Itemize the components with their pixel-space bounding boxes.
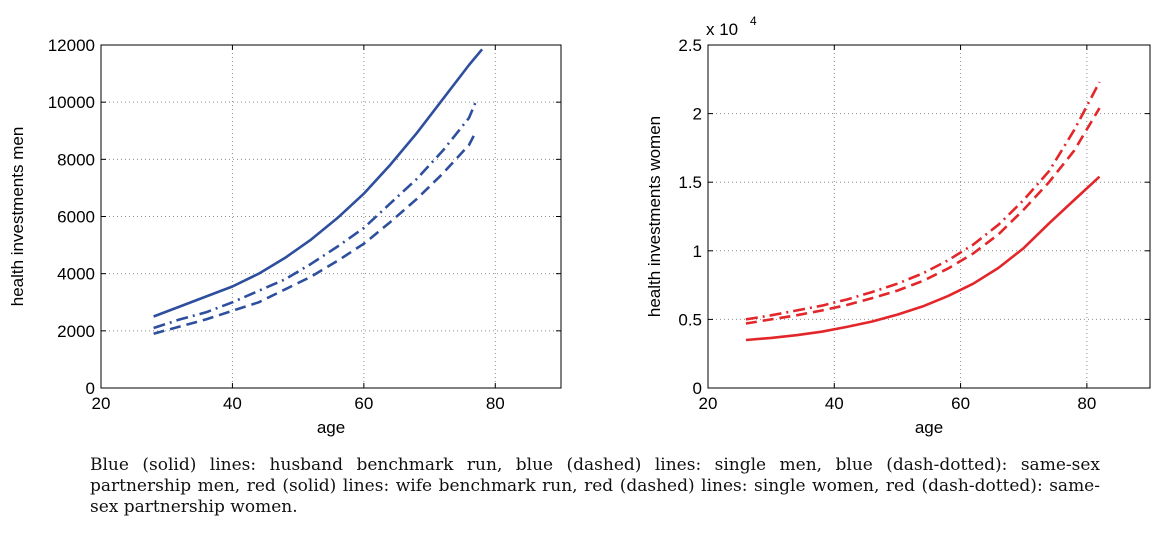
x-axis-label: age [317,418,345,437]
x-tick-label: 80 [486,394,505,413]
x-tick-label: 40 [825,394,844,413]
chart-panel-2: 20 40 60 80 0 0.5 1 1.5 2 2.5 age health investment… [645,14,1151,437]
x-tick-label: 60 [951,394,970,413]
y-axis-exponent-power: 4 [750,14,757,28]
y-tick-label: 0 [693,379,702,398]
figure-caption: Blue (solid) lines: husband benchmark ru… [90,455,1100,517]
series-line-dashdot [153,101,477,330]
x-tick-label: 80 [1077,394,1096,413]
y-tick-label: 2.5 [678,36,702,55]
y-tick-label: 12000 [48,36,95,55]
y-tick-label: 4000 [57,265,95,284]
series-line-dashed [745,107,1101,325]
x-tick-label: 60 [354,394,373,413]
series-line-solid [745,175,1101,342]
x-tick-label: 40 [223,394,242,413]
series-line-dashed [153,131,477,335]
y-tick-label: 0.5 [678,310,702,329]
chart-panel-1: 20 40 60 80 0 2000 4000 6000 8000 10000 12000 age he… [8,36,562,437]
y-tick-label: 2 [693,105,702,124]
y-axis-label: health investments men [8,127,27,307]
series-line-solid [153,48,484,318]
x-axis-label: age [915,418,943,437]
y-tick-label: 6000 [57,208,95,227]
y-tick-label: 10000 [48,93,95,112]
x-tick-label: 20 [92,394,111,413]
plot-area-frame [707,44,1151,389]
y-tick-label: 1.5 [678,173,702,192]
series-line-dashdot [745,81,1101,321]
figure: 20 40 60 80020004000600080001000012000agehe… [8,14,1151,437]
y-tick-label: 8000 [57,150,95,169]
y-tick-label: 0 [86,379,95,398]
x-tick-label: 20 [699,394,718,413]
y-tick-label: 2000 [57,322,95,341]
y-axis-exponent-label: x 10 [706,20,738,39]
y-tick-label: 1 [693,242,702,261]
y-axis-label: health investments women [645,116,664,317]
